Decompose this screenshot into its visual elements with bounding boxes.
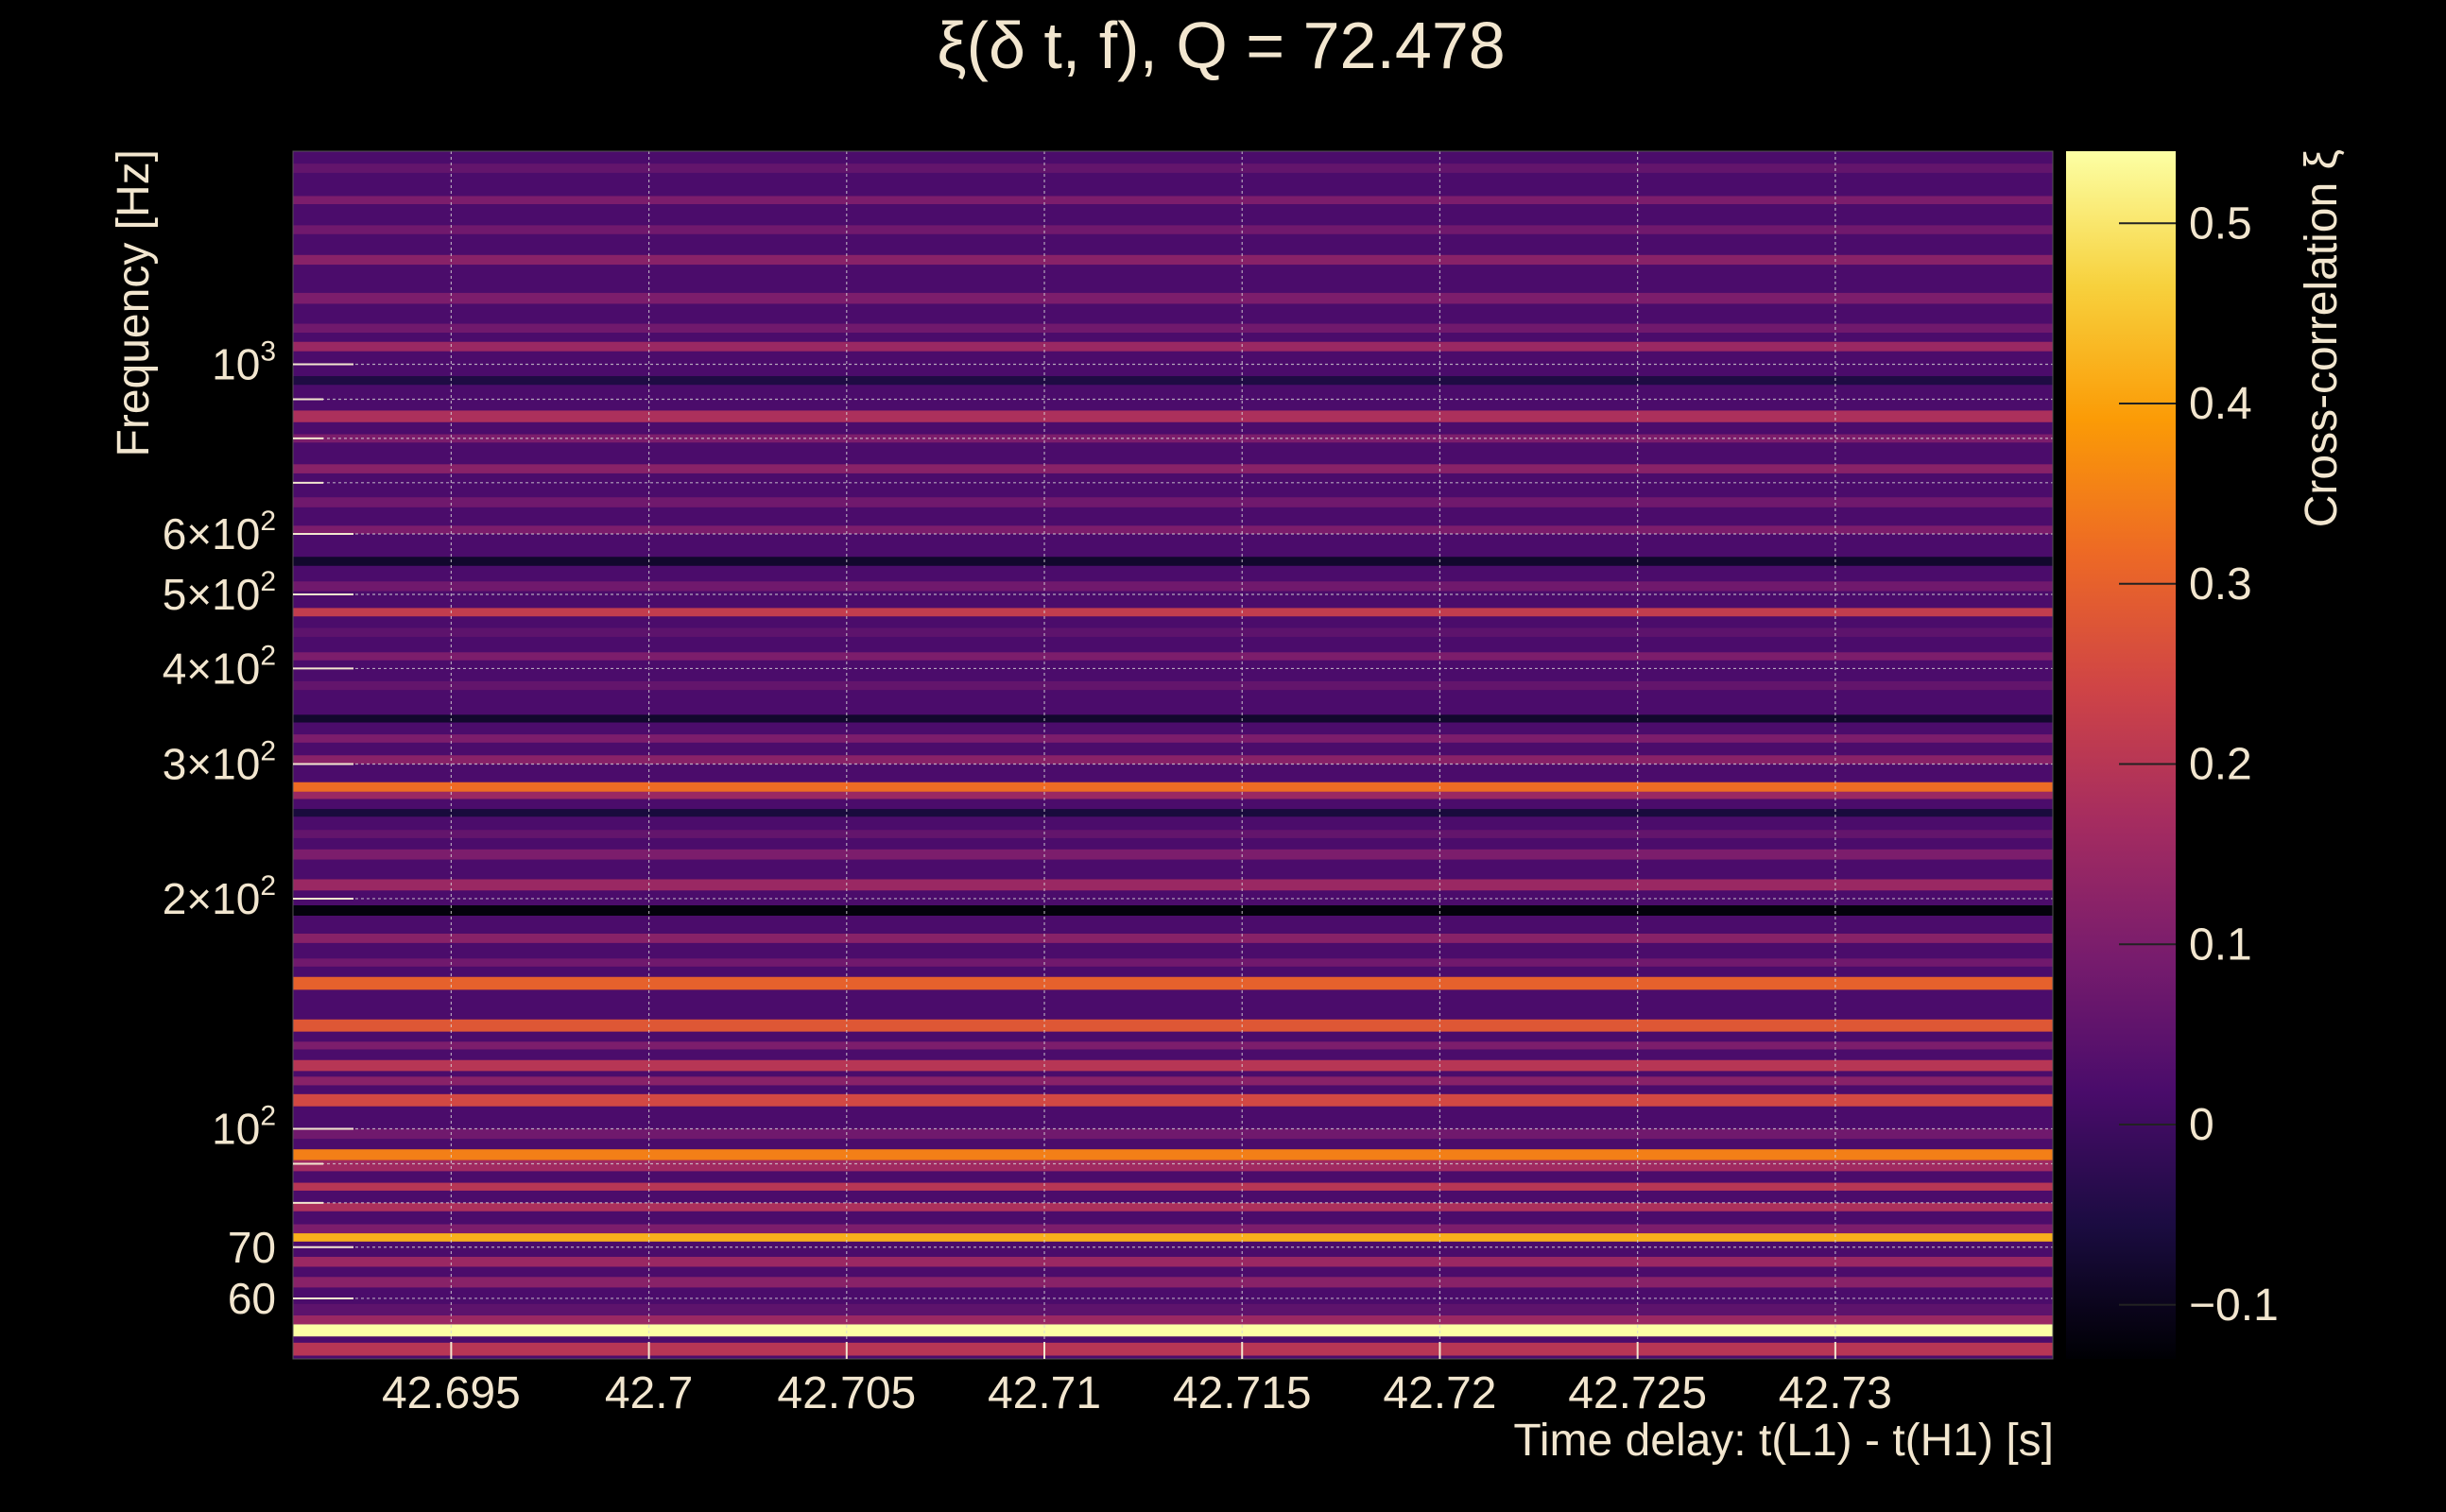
frequency-band: [293, 933, 2053, 943]
x-axis-label: Time delay: t(L1) - t(H1) [s]: [1513, 1416, 2054, 1466]
colorbar-tick-label: 0.4: [2189, 379, 2252, 429]
frequency-band: [293, 958, 2053, 967]
frequency-band: [293, 1256, 2053, 1267]
frequency-band: [293, 1019, 2053, 1032]
frequency-band: [293, 782, 2053, 792]
frequency-band: [293, 525, 2053, 534]
frequency-band: [293, 608, 2053, 617]
frequency-band: [293, 581, 2053, 592]
y-tick-label: 70: [228, 1223, 276, 1272]
x-tick-label: 42.73: [1779, 1368, 1892, 1418]
frequency-band: [293, 1093, 2053, 1107]
frequency-band: [293, 464, 2053, 473]
colorbar-tick-label: 0: [2189, 1100, 2214, 1150]
frequency-band: [293, 830, 2053, 838]
frequency-band: [293, 1160, 2053, 1172]
x-tick-label: 42.72: [1383, 1368, 1496, 1418]
frequency-band: [293, 755, 2053, 765]
frequency-band: [293, 196, 2053, 205]
frequency-band: [293, 1182, 2053, 1191]
y-tick-label: 60: [228, 1274, 276, 1323]
grid-lines: [293, 151, 2053, 1359]
frequency-band: [293, 376, 2053, 386]
frequency-band: [293, 254, 2053, 266]
y-tick-label: 6×102: [163, 506, 276, 558]
frequency-band: [293, 680, 2053, 691]
frequency-band: [293, 714, 2053, 723]
frequency-band: [293, 1342, 2053, 1356]
frequency-band: [293, 1059, 2053, 1072]
frequency-band: [293, 791, 2053, 799]
colorbar-tick-label: −0.1: [2189, 1280, 2279, 1331]
frequency-band: [293, 1202, 2053, 1211]
x-tick-label: 42.725: [1568, 1368, 1707, 1418]
frequency-band: [293, 652, 2053, 661]
colorbar-label: Cross-correlation ξ: [2297, 149, 2347, 527]
colorbar: −0.1 0 0.1 0.2 0.3 0.4 0.5: [2066, 151, 2279, 1359]
frequency-band: [293, 1128, 2053, 1140]
frequency-band: [293, 849, 2053, 860]
frequency-band: [293, 1041, 2053, 1050]
colorbar-tick-label: 0.2: [2189, 740, 2252, 790]
y-tick-label: 4×102: [163, 640, 276, 693]
frequency-band: [293, 976, 2053, 990]
colorbar-tick-label: 0.5: [2189, 198, 2252, 249]
frequency-band: [293, 292, 2053, 304]
x-axis: 42.695 42.7 42.705 42.71 42.715 42.72 42.725 42…: [382, 1342, 1892, 1418]
x-tick-label: 42.715: [1173, 1368, 1312, 1418]
frequency-band: [293, 905, 2053, 916]
frequency-band: [293, 1233, 2053, 1242]
colorbar-tick-label: 0.1: [2189, 919, 2252, 970]
frequency-band: [293, 557, 2053, 566]
frequency-band: [293, 734, 2053, 743]
frequency-band: [293, 1076, 2053, 1086]
frequency-band: [293, 1277, 2053, 1288]
plot-area: [292, 150, 2054, 1360]
y-tick-label: 103: [212, 336, 276, 389]
frequency-band: [293, 1224, 2053, 1234]
y-tick-label: 3×102: [163, 735, 276, 788]
x-tick-label: 42.695: [382, 1368, 521, 1418]
frequency-band: [293, 879, 2053, 891]
frequency-band: [293, 497, 2053, 507]
x-tick-label: 42.7: [605, 1368, 693, 1418]
frequency-band: [293, 163, 2053, 173]
plot-frame: [292, 150, 2054, 1360]
chart-title: ξ(δ t, f), Q = 72.478: [937, 9, 1505, 82]
frequency-band: [293, 225, 2053, 234]
frequency-band: [293, 627, 2053, 637]
frequency-band: [293, 1314, 2053, 1325]
y-tick-label: 102: [212, 1100, 276, 1153]
colorbar-ticks: −0.1 0 0.1 0.2 0.3 0.4 0.5: [2119, 198, 2279, 1331]
x-tick-label: 42.71: [988, 1368, 1101, 1418]
y-axis-label: Frequency [Hz]: [109, 149, 159, 456]
x-tick-label: 42.705: [777, 1368, 916, 1418]
colorbar-gradient: [2066, 151, 2176, 1359]
frequency-band: [293, 1149, 2053, 1160]
y-tick-label: 5×102: [163, 566, 276, 619]
frequency-band: [293, 323, 2053, 334]
frequency-band: [293, 1324, 2053, 1337]
frequency-band: [293, 410, 2053, 422]
y-tick-label: 2×102: [163, 870, 276, 923]
colorbar-tick-label: 0.3: [2189, 559, 2252, 610]
frequency-band: [293, 809, 2053, 817]
frequency-band: [293, 341, 2053, 352]
frequency-band: [293, 1303, 2053, 1315]
